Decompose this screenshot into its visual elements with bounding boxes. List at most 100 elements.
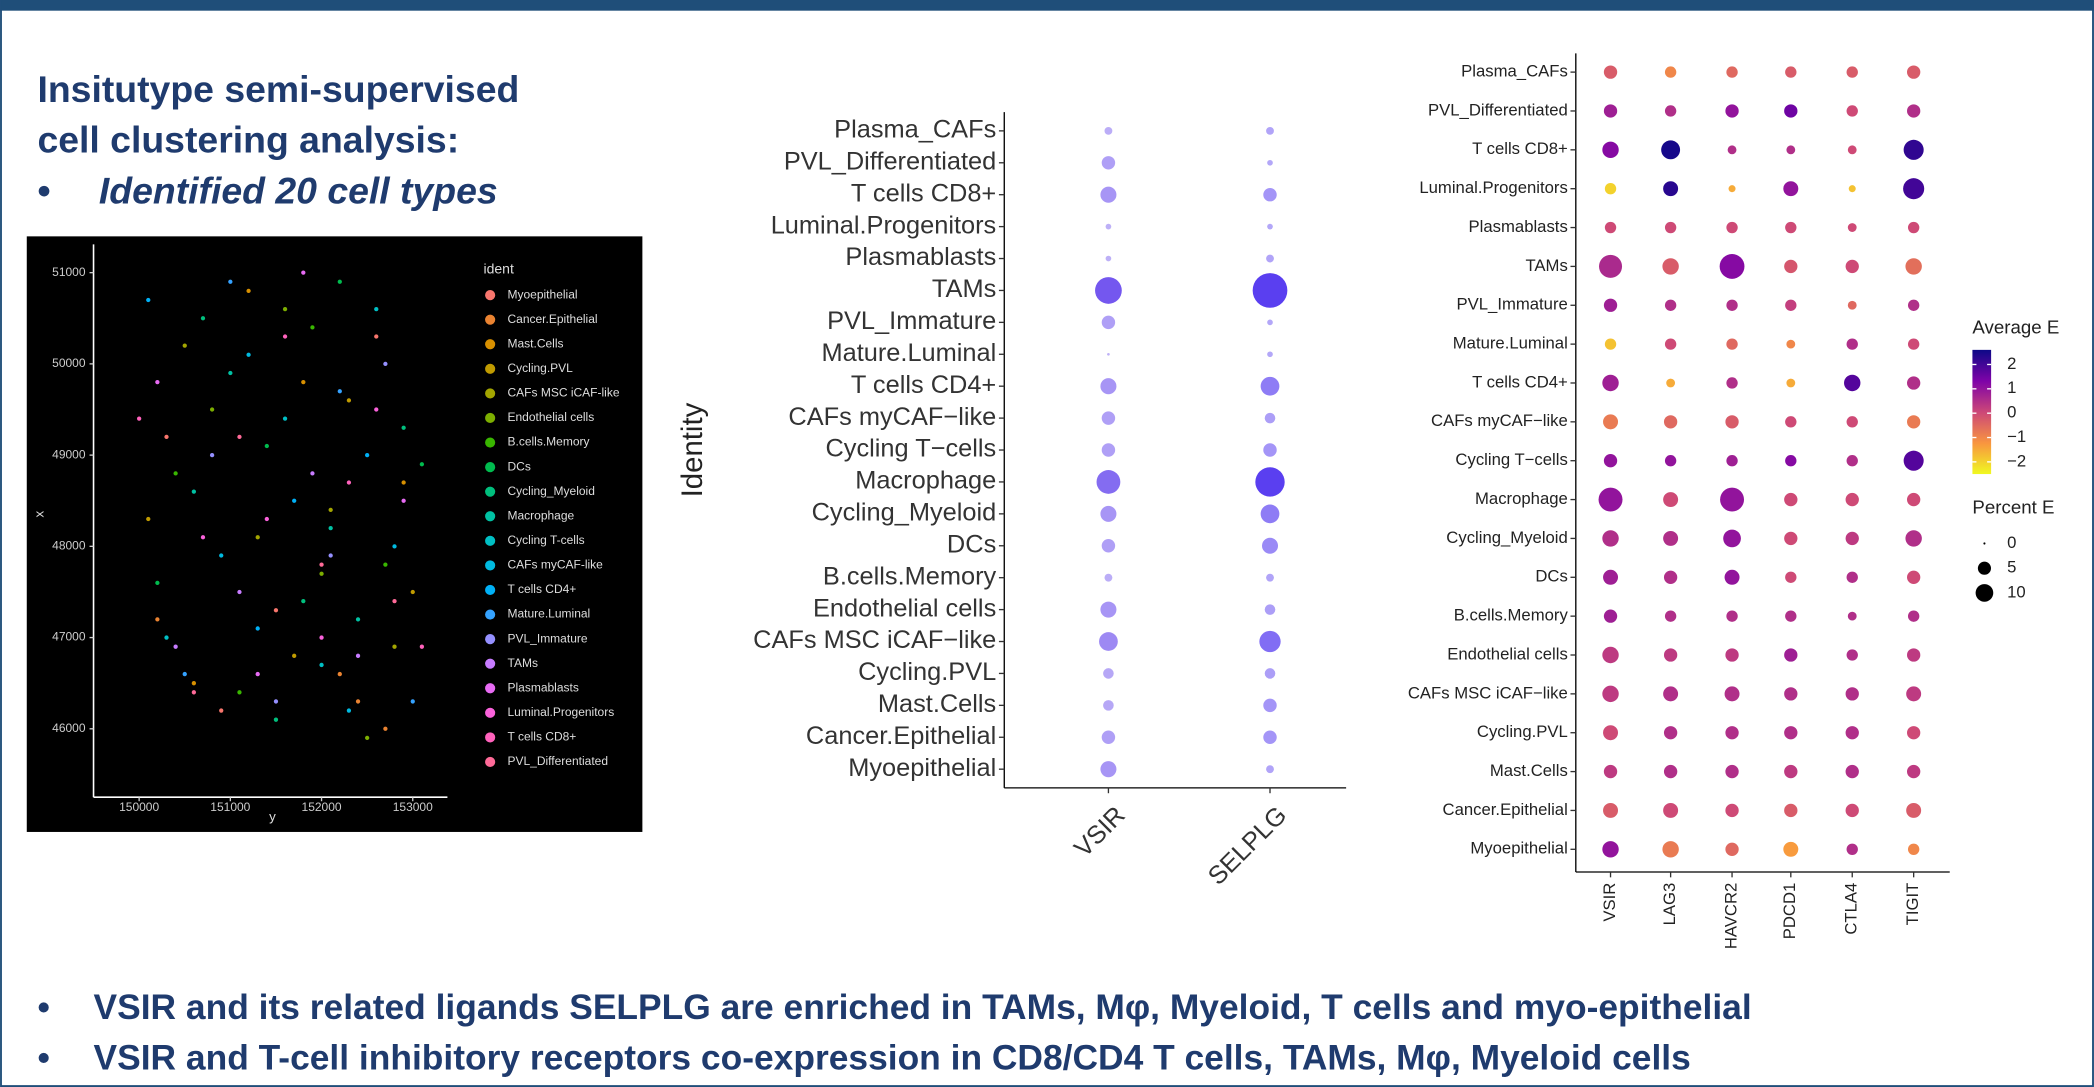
legend-swatch	[485, 290, 496, 301]
legend-label: T cells CD8+	[508, 730, 577, 744]
dot	[1784, 531, 1798, 546]
x-tick-label: TIGIT	[1903, 883, 1922, 926]
y-tick-label: 47000	[52, 630, 86, 644]
point	[355, 617, 361, 622]
dot	[1785, 416, 1797, 428]
dot	[1907, 104, 1921, 118]
dot	[1663, 726, 1678, 740]
x-tick-label: 150000	[119, 800, 159, 814]
colorbar-label: −2	[2007, 451, 2026, 470]
dot	[1783, 181, 1799, 197]
dot	[1266, 126, 1274, 135]
point	[137, 416, 142, 421]
dot	[1725, 726, 1739, 740]
point	[346, 708, 352, 713]
dot	[1847, 223, 1857, 232]
legend-swatch	[485, 584, 496, 596]
dot	[1784, 687, 1798, 701]
dot	[1664, 299, 1677, 311]
dot	[1602, 530, 1619, 547]
dot	[1101, 411, 1116, 425]
point	[191, 690, 197, 695]
dot	[1662, 258, 1679, 275]
legend-swatch	[485, 732, 496, 743]
y-tick-label: TAMs	[1525, 256, 1567, 275]
dot	[1726, 299, 1738, 311]
dot	[1906, 802, 1922, 818]
dot	[1903, 450, 1924, 471]
point	[155, 379, 160, 385]
point	[301, 598, 306, 604]
dot	[1663, 181, 1679, 197]
legend-swatch	[485, 683, 496, 694]
point	[301, 379, 306, 385]
point	[191, 489, 197, 494]
point	[365, 735, 370, 741]
dot	[1719, 253, 1745, 279]
dot	[1784, 648, 1798, 662]
dot	[1267, 223, 1273, 230]
dot	[1267, 159, 1273, 166]
size-legend-dot	[1977, 561, 1991, 575]
x-tick-label: HAVCR2	[1721, 883, 1740, 949]
legend-title: Percent E	[1972, 497, 2054, 518]
dot	[1598, 487, 1623, 512]
legend-title: Average E	[1972, 316, 2059, 337]
dot	[1664, 610, 1677, 622]
y-axis-label: Identity	[676, 402, 709, 497]
y-tick-label: PVL_Differentiated	[1428, 100, 1568, 119]
point	[173, 471, 178, 476]
dot	[1726, 66, 1738, 78]
dot	[1100, 505, 1117, 522]
dot	[1907, 570, 1921, 584]
dot	[1725, 415, 1739, 429]
dot	[1664, 338, 1677, 350]
x-tick-label: SELPLG	[1203, 801, 1293, 891]
point	[301, 270, 306, 275]
point	[365, 452, 370, 458]
point	[155, 617, 160, 622]
point	[264, 443, 269, 449]
legend-label: TAMs	[508, 656, 538, 670]
dot	[1785, 571, 1797, 583]
dot	[1663, 802, 1679, 818]
point	[401, 480, 406, 485]
point	[292, 653, 297, 658]
y-tick-label: DCs	[947, 530, 996, 558]
dot	[1603, 609, 1618, 623]
legend-swatch	[485, 756, 496, 768]
dot	[1664, 66, 1677, 78]
subtitle: Identified 20 cell types	[99, 170, 498, 212]
dot	[1104, 573, 1113, 582]
point	[255, 671, 260, 677]
dot	[1663, 648, 1678, 662]
dot	[1101, 539, 1116, 553]
point	[246, 288, 251, 294]
dot	[1252, 273, 1288, 308]
dot	[1784, 259, 1798, 274]
dot	[1784, 492, 1798, 507]
dot	[1846, 649, 1858, 661]
dot	[1786, 339, 1796, 349]
y-tick-label: Plasma_CAFs	[834, 116, 996, 144]
dot	[1263, 698, 1277, 713]
y-tick-label: Myoepithelial	[1470, 839, 1567, 858]
dot	[1725, 803, 1739, 818]
y-tick-label: T cells CD8+	[1472, 139, 1568, 158]
dot	[1604, 338, 1617, 350]
point	[346, 480, 352, 485]
legend-swatch	[485, 535, 496, 546]
legend-swatch	[485, 388, 496, 399]
legend-label: Endothelial cells	[508, 410, 595, 424]
dot	[1725, 648, 1739, 662]
dot	[1664, 105, 1677, 117]
point	[337, 671, 342, 677]
point	[401, 425, 406, 430]
bullet-text: VSIR and T-cell inhibitory receptors co-…	[94, 1039, 1691, 1078]
point	[383, 726, 388, 731]
point	[209, 407, 215, 412]
dot	[1724, 569, 1740, 585]
legend-title: ident	[483, 260, 513, 276]
point	[237, 690, 242, 695]
dot	[1907, 221, 1920, 234]
